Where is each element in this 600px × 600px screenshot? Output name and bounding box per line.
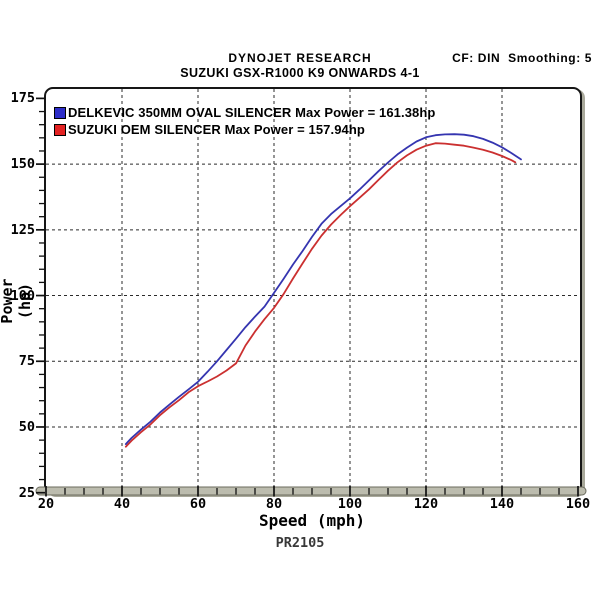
x-axis-title: Speed (mph) — [259, 511, 365, 530]
delkevic-series-swatch — [54, 106, 66, 119]
x-tick-label-40: 40 — [113, 496, 131, 512]
x-tick-label-160: 160 — [565, 496, 591, 512]
y-tick-label-150: 150 — [10, 156, 35, 173]
legend-row-suzuki-oem: SUZUKI OEM SILENCER Max Power = 157.94hp — [54, 121, 435, 138]
y-tick-label-75: 75 — [18, 353, 35, 370]
x-tick-label-140: 140 — [489, 496, 515, 512]
y-tick-label-125: 125 — [10, 221, 35, 238]
x-tick-label-120: 120 — [413, 496, 439, 512]
y-tick-label-100: 100 — [10, 287, 35, 304]
chart-title: DYNOJET RESEARCH — [228, 51, 372, 65]
legend-row-delkevic: DELKEVIC 350MM OVAL SILENCER Max Power =… — [54, 104, 435, 121]
x-tick-label-60: 60 — [189, 496, 207, 512]
x-tick-label-20: 20 — [37, 496, 55, 512]
suzuki-oem-legend-label: SUZUKI OEM SILENCER Max Power = 157.94hp — [68, 122, 365, 137]
legend: DELKEVIC 350MM OVAL SILENCER Max Power =… — [54, 104, 435, 138]
plot-canvas — [46, 89, 580, 493]
plot-box: DELKEVIC 350MM OVAL SILENCER Max Power =… — [44, 87, 582, 495]
y-tick-label-50: 50 — [18, 418, 35, 435]
x-tick-label-80: 80 — [265, 496, 283, 512]
y-tick-label-25: 25 — [18, 484, 35, 501]
y-axis-title: Power (hp) — [0, 278, 34, 324]
correction-smoothing-label: CF: DIN Smoothing: 5 — [452, 51, 592, 65]
chart-subtitle: SUZUKI GSX-R1000 K9 ONWARDS 4-1 — [180, 66, 420, 80]
series-line-suzuki-oem — [124, 142, 517, 448]
y-tick-label-175: 175 — [10, 90, 35, 107]
delkevic-legend-label: DELKEVIC 350MM OVAL SILENCER Max Power =… — [68, 105, 436, 120]
x-tick-label-100: 100 — [337, 496, 363, 512]
series-line-delkevic — [124, 133, 522, 445]
suzuki-oem-series-swatch — [54, 123, 66, 136]
run-code-label: PR2105 — [275, 535, 325, 551]
